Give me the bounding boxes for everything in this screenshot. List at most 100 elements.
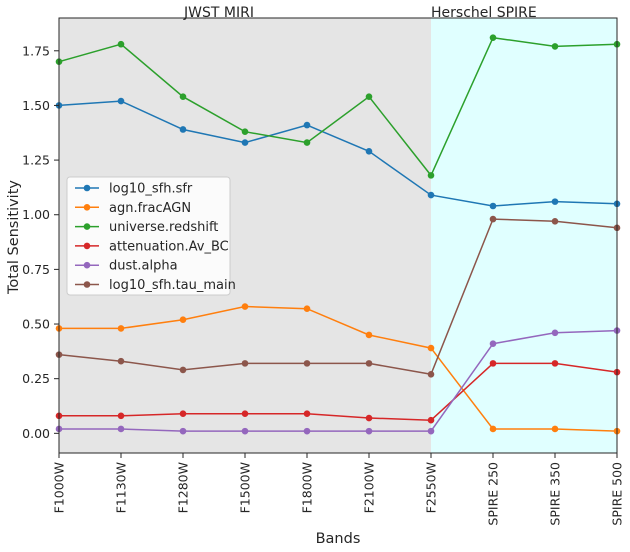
data-point <box>365 148 373 155</box>
x-tick-label: F1130W <box>114 462 129 513</box>
data-point <box>551 360 559 367</box>
data-point <box>303 139 311 146</box>
legend-swatch-marker <box>83 261 91 269</box>
series-5 <box>55 327 621 435</box>
legend-label: attenuation.Av_BC <box>109 239 229 254</box>
y-tick-label: 1.25 <box>22 153 50 168</box>
data-point <box>117 40 125 48</box>
x-tick-label: F2550W <box>424 462 439 513</box>
data-point <box>179 316 187 323</box>
legend-label: log10_sfh.sfr <box>109 182 193 197</box>
data-point <box>489 202 497 210</box>
series-line <box>59 362 618 421</box>
x-tick-label: F1800W <box>300 462 315 513</box>
y-tick-label: 0.25 <box>22 371 50 386</box>
y-axis: 0.00 0.25 0.50 0.75 1.00 1.25 1.50 1.75 <box>22 43 59 441</box>
legend-item: dust.alpha <box>75 259 178 274</box>
legend-label: dust.alpha <box>109 259 178 274</box>
region-labels: JWST MIRI Herschel SPIRE <box>183 5 537 21</box>
series-line <box>58 36 618 177</box>
data-point <box>179 427 187 435</box>
region-backgrounds <box>59 18 617 453</box>
data-point <box>489 425 497 433</box>
data-point <box>489 340 497 348</box>
region-band <box>431 18 617 453</box>
data-point <box>117 325 125 332</box>
legend-swatch-marker <box>83 184 91 192</box>
x-tick-label: F1500W <box>238 462 253 513</box>
data-point <box>551 198 559 205</box>
y-tick-label: 1.00 <box>22 207 50 222</box>
x-tick-label: F1000W <box>52 462 67 513</box>
data-point <box>303 360 311 367</box>
x-tick-label: SPIRE 250 <box>486 462 501 526</box>
data-point <box>303 305 311 313</box>
region-label: Herschel SPIRE <box>431 5 537 21</box>
data-point <box>489 360 497 367</box>
x-axis: F1000W F1130W F1280W F1500W F1800W F2100W F255… <box>52 453 625 526</box>
data-point <box>489 34 497 41</box>
data-point <box>179 126 187 133</box>
data-point <box>551 43 559 50</box>
y-tick-label: 1.50 <box>22 98 50 113</box>
legend-box <box>66 176 231 296</box>
y-tick-label: 0.50 <box>22 317 50 332</box>
series-2 <box>55 303 621 435</box>
data-point <box>241 303 249 310</box>
data-point <box>489 215 497 223</box>
data-point <box>365 93 373 100</box>
legend-swatch-marker <box>83 281 91 288</box>
plot-frame <box>58 17 618 454</box>
data-point <box>241 360 249 367</box>
data-point <box>241 427 249 435</box>
data-point <box>427 427 435 435</box>
x-tick-label: SPIRE 500 <box>610 462 625 526</box>
y-axis-title: Total Sensitivity <box>6 180 22 295</box>
data-point <box>427 172 435 179</box>
legend-item: universe.redshift <box>75 220 218 235</box>
series-1 <box>55 97 621 210</box>
data-point <box>241 410 249 417</box>
legend-label: universe.redshift <box>109 220 218 235</box>
series-lines <box>55 34 621 435</box>
region-label: JWST MIRI <box>183 5 254 21</box>
data-point <box>117 412 125 420</box>
legend-swatch-marker <box>83 242 91 250</box>
data-point <box>551 329 559 337</box>
legend: log10_sfh.sfr agn.fracAGN universe.redshif… <box>66 176 236 296</box>
y-tick-label: 0.75 <box>22 262 50 277</box>
data-point <box>303 427 311 435</box>
data-point <box>179 366 187 374</box>
data-point <box>365 427 373 435</box>
x-tick-label: F1280W <box>176 462 191 513</box>
series-line <box>58 218 618 376</box>
data-point <box>179 93 187 100</box>
series-line <box>58 100 618 207</box>
x-tick-label: F2100W <box>362 462 377 513</box>
data-point <box>427 344 435 352</box>
legend-item: log10_sfh.tau_main <box>75 278 236 293</box>
series-line <box>59 329 618 432</box>
series-6 <box>55 215 621 378</box>
data-point <box>551 217 559 225</box>
legend-swatch-marker <box>83 223 91 230</box>
legend-item: attenuation.Av_BC <box>75 239 229 254</box>
plot-border <box>58 17 618 454</box>
data-point <box>303 410 311 417</box>
data-point <box>179 410 187 417</box>
data-point <box>365 360 373 367</box>
data-point <box>117 97 125 105</box>
legend-label: log10_sfh.tau_main <box>109 278 236 293</box>
legend-label: agn.fracAGN <box>109 201 191 216</box>
data-point <box>365 331 373 339</box>
data-point <box>551 425 559 433</box>
data-point <box>241 139 249 146</box>
y-tick-label: 1.75 <box>22 43 50 58</box>
data-point <box>241 128 249 135</box>
data-point <box>303 121 311 129</box>
data-point <box>427 191 435 199</box>
series-line <box>59 305 618 432</box>
x-axis-title: Bands <box>316 531 361 547</box>
data-point <box>117 357 125 365</box>
